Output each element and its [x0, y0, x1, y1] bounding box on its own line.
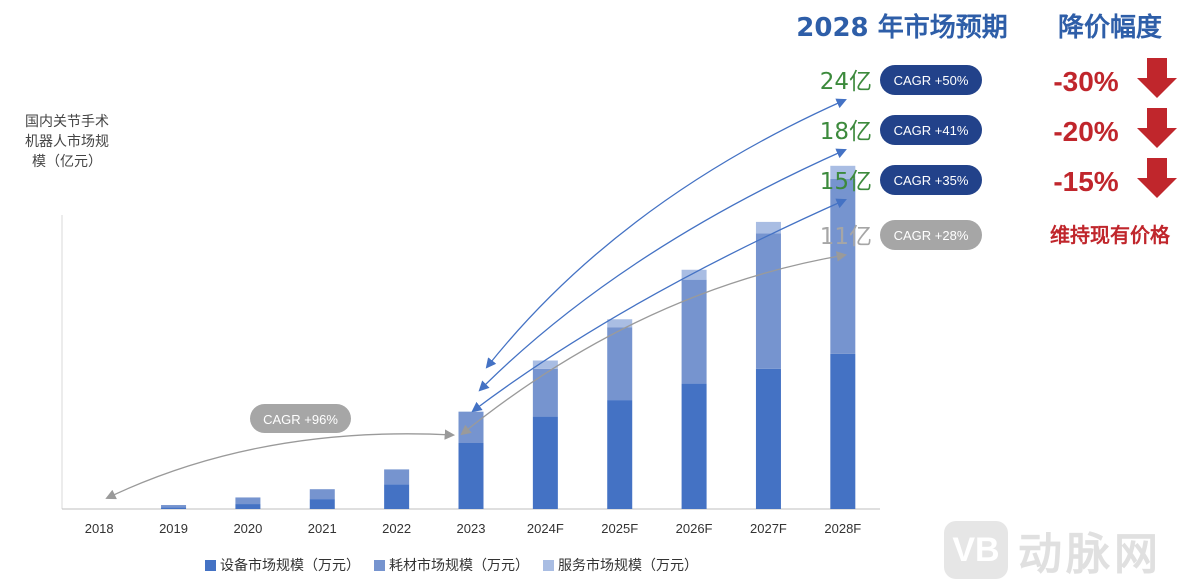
scenario-cagr-pill	[880, 65, 982, 95]
y-axis-label: 国内关节手术 机器人市场规 模（亿元）	[12, 112, 122, 172]
bar-segment	[161, 507, 187, 509]
header-price-cut: 降价幅度	[1058, 12, 1162, 43]
y-axis-label-line: 国内关节手术	[25, 114, 109, 130]
legend-swatch	[205, 559, 216, 571]
x-tick-label: 2021	[308, 521, 337, 536]
x-tick-label: 2026F	[676, 521, 713, 536]
scenario-value: 11亿	[820, 224, 872, 250]
down-arrow-icon	[1137, 58, 1177, 98]
x-tick-label: 2025F	[601, 521, 638, 536]
y-axis-label-line: 机器人市场规	[25, 134, 109, 150]
x-tick-label: 2022	[382, 521, 411, 536]
watermark-logo: VB	[944, 521, 1008, 579]
cagr-forecast-arrow	[485, 98, 847, 369]
down-arrow-icon	[1137, 108, 1177, 148]
bar-segment	[384, 484, 410, 509]
bar-segment	[755, 233, 781, 369]
bar-segment	[458, 443, 484, 509]
x-tick-label: 2027F	[750, 521, 787, 536]
bar-segment	[607, 327, 633, 401]
watermark: VB 动脉网	[944, 518, 1162, 582]
scenario-cagr-label: CAGR +28%	[894, 228, 969, 243]
bar-segment	[161, 505, 187, 508]
bar-segment	[755, 368, 781, 509]
cagr-history-pill	[250, 404, 351, 433]
bar-segment	[235, 504, 261, 509]
scenario-value: 18亿	[820, 119, 872, 145]
legend-item: 服务市场规模（万元）	[543, 555, 698, 575]
legend-swatch	[543, 559, 554, 571]
bar-segment	[607, 400, 633, 509]
legend: 设备市场规模（万元） 耗材市场规模（万元） 服务市场规模（万元）	[205, 555, 698, 575]
bar-segment	[532, 368, 558, 417]
scenario-cagr-label: CAGR +41%	[894, 123, 969, 138]
y-axis-label-line: 模（亿元）	[32, 154, 102, 170]
bar-segment	[830, 353, 856, 509]
scenario-value: 15亿	[820, 169, 872, 195]
x-tick-label: 2023	[457, 521, 486, 536]
x-tick-label: 2020	[233, 521, 262, 536]
legend-swatch	[374, 559, 385, 571]
scenario-value: 24亿	[820, 69, 872, 95]
scenario-cagr-label: CAGR +50%	[894, 73, 969, 88]
down-arrow-icon	[1137, 158, 1177, 198]
cagr-forecast-arrow	[478, 148, 847, 392]
cagr-history-arrow	[105, 429, 456, 500]
scenario-cagr-pill	[880, 220, 982, 250]
cagr-forecast-arrow	[460, 251, 848, 436]
x-tick-label: 2018	[85, 521, 114, 536]
scenario-cagr-pill	[880, 165, 982, 195]
watermark-text: 动脉网	[1018, 529, 1162, 580]
price-cut-value: 维持现有价格	[1050, 223, 1171, 247]
legend-label: 设备市场规模（万元）	[220, 558, 360, 574]
x-tick-label: 2024F	[527, 521, 564, 536]
legend-label: 耗材市场规模（万元）	[389, 558, 529, 574]
price-cut-value: -15%	[1053, 166, 1118, 197]
legend-item: 耗材市场规模（万元）	[374, 555, 529, 575]
legend-label: 服务市场规模（万元）	[558, 558, 698, 574]
x-tick-label: 2019	[159, 521, 188, 536]
bar-segment	[681, 279, 707, 384]
x-tick-label: 2028F	[824, 521, 861, 536]
bar-segment	[235, 497, 261, 505]
bar-segment	[532, 416, 558, 509]
bar-segment	[309, 499, 335, 509]
scenario-cagr-label: CAGR +35%	[894, 173, 969, 188]
bar-segment	[309, 489, 335, 500]
cagr-history-label: CAGR +96%	[263, 412, 338, 427]
price-cut-value: -30%	[1053, 66, 1118, 97]
price-cut-value: -20%	[1053, 116, 1118, 147]
bar-segment	[681, 383, 707, 509]
scenario-cagr-pill	[880, 115, 982, 145]
bar-segment	[384, 469, 410, 485]
header-forecast: 2028 年市场预期	[796, 12, 1007, 43]
legend-item: 设备市场规模（万元）	[205, 555, 360, 575]
cagr-forecast-arrow	[471, 198, 847, 413]
